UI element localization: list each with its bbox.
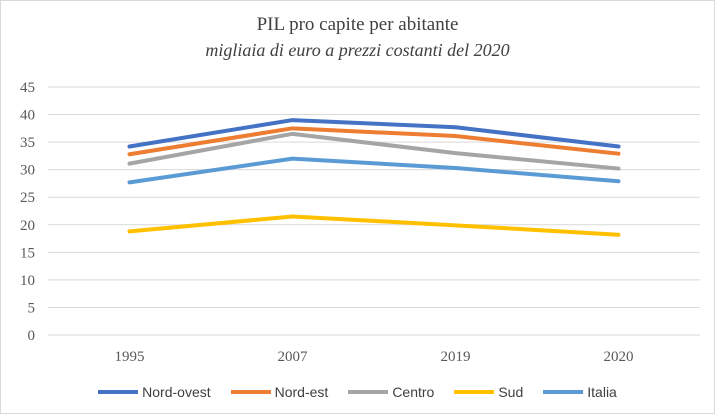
y-axis-ticks: 0 5 10 15 20 25 30 35 40 45	[20, 80, 35, 344]
x-tick-label: 2019	[441, 349, 471, 365]
y-tick-label: 15	[20, 245, 35, 261]
y-tick-label: 25	[20, 190, 35, 206]
y-tick-label: 20	[20, 218, 35, 234]
x-tick-label: 2007	[278, 349, 309, 365]
y-tick-label: 10	[20, 273, 35, 289]
legend-item: Centro	[348, 384, 434, 400]
series-line-italia	[127, 156, 621, 185]
y-tick-label: 30	[20, 163, 35, 179]
gridlines	[48, 86, 700, 336]
y-tick-label: 40	[20, 108, 35, 124]
chart-title: PIL pro capite per abitante	[256, 14, 459, 35]
series-line-centro	[127, 131, 621, 171]
x-tick-label: 2020	[604, 349, 634, 365]
legend-swatch	[454, 390, 495, 394]
chart-subtitle: migliaia di euro a prezzi costanti del 2…	[205, 40, 510, 60]
legend-label: Nord-ovest	[142, 384, 211, 400]
series-line-nord-est	[127, 126, 621, 157]
series-line-sud	[127, 214, 621, 237]
legend-swatch	[543, 390, 584, 394]
series-lines	[127, 118, 621, 237]
x-tick-label: 1995	[115, 349, 145, 365]
legend-item: Nord-ovest	[98, 384, 211, 400]
legend-item: Nord-est	[230, 384, 329, 400]
legend-label: Italia	[587, 384, 617, 400]
x-axis-ticks: 1995 2007 2019 2020	[115, 349, 634, 365]
legend: Nord-ovest Nord-est Centro Sud Italia	[0, 384, 715, 400]
legend-label: Centro	[392, 384, 435, 400]
series-line-nord-ovest	[127, 118, 621, 149]
y-tick-label: 35	[20, 135, 35, 151]
legend-swatch	[348, 390, 389, 394]
legend-item: Sud	[454, 384, 523, 400]
y-tick-label: 0	[28, 328, 36, 344]
legend-swatch	[98, 390, 139, 394]
legend-label: Sud	[498, 384, 524, 400]
y-tick-label: 45	[20, 80, 35, 96]
legend-item: Italia	[543, 384, 617, 400]
y-tick-label: 5	[28, 300, 36, 316]
legend-label: Nord-est	[274, 384, 329, 400]
legend-swatch	[230, 390, 271, 394]
